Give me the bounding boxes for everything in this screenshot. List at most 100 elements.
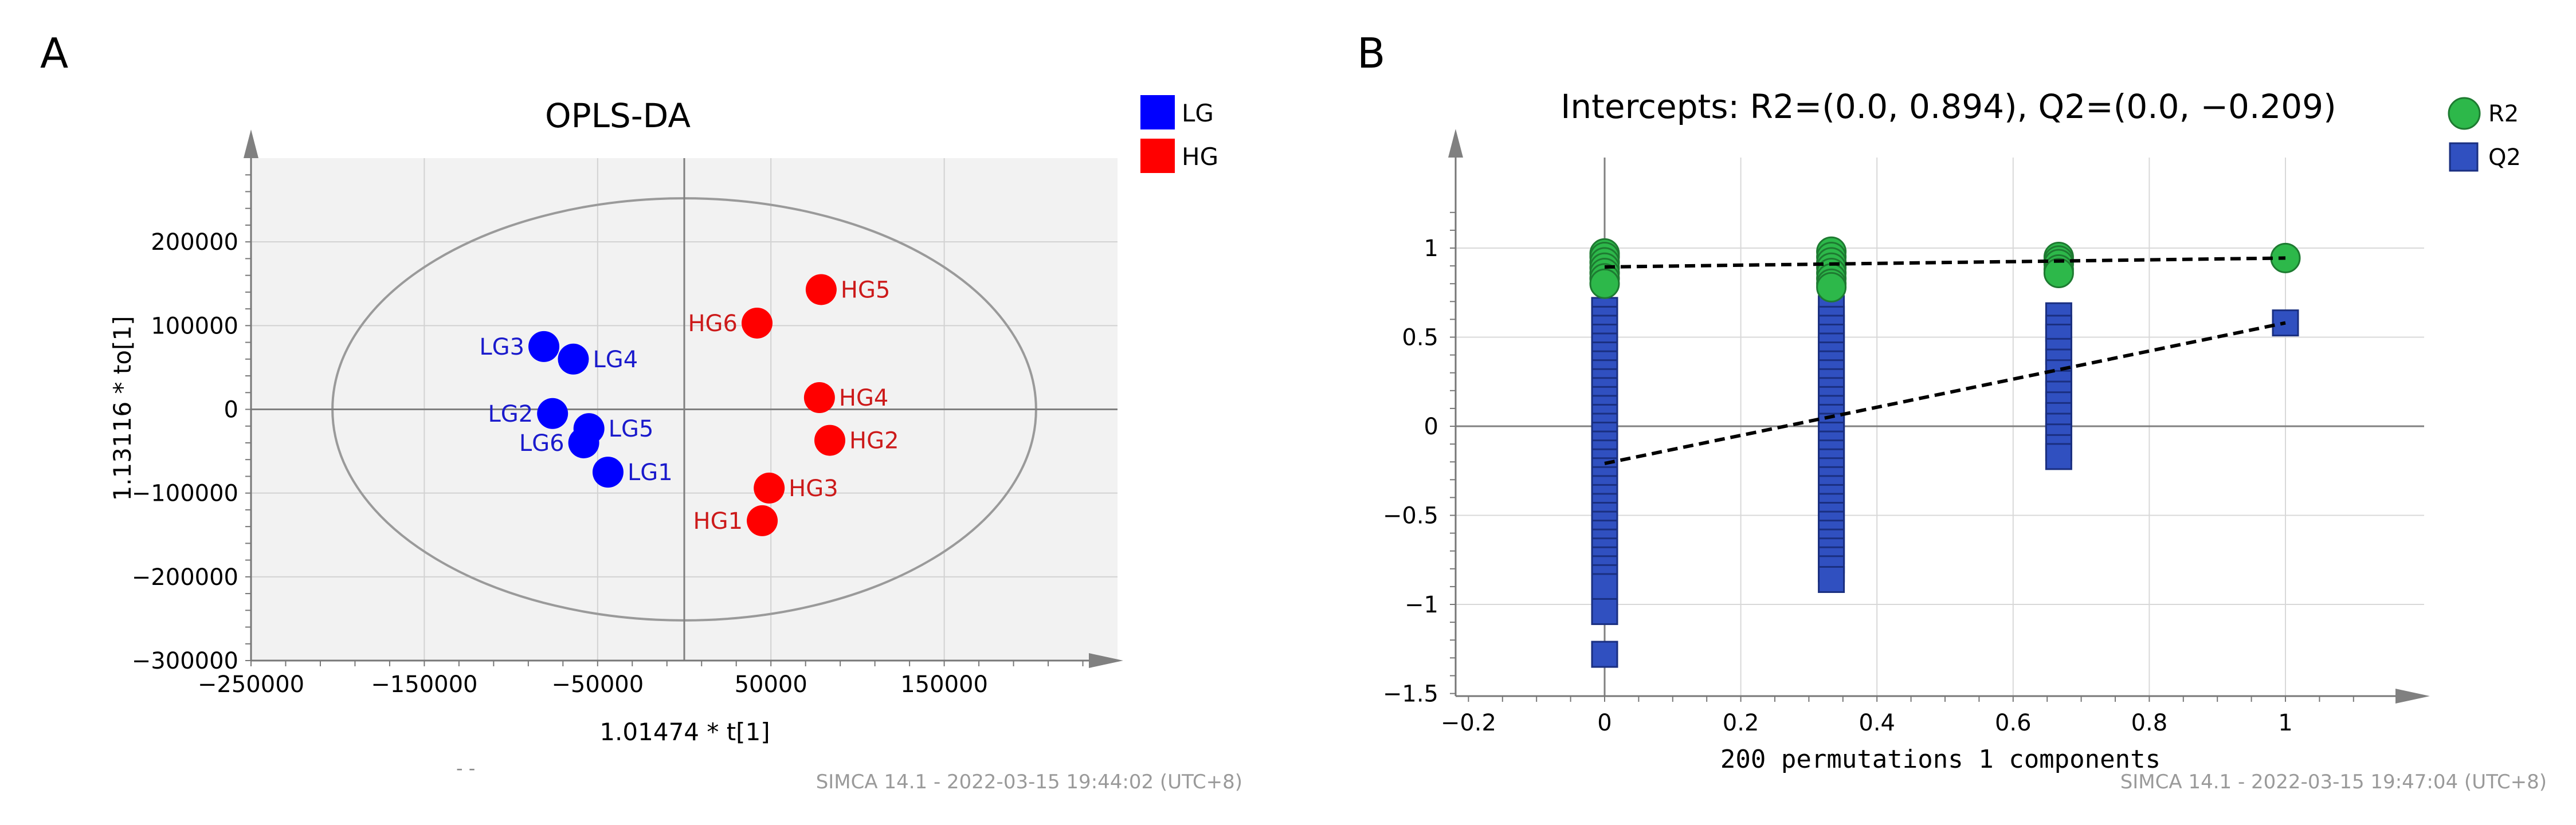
panel-b-letter: B: [1357, 29, 1385, 77]
legend-label-q2: Q2: [2488, 144, 2521, 171]
panel-a-minor-ticks: [245, 174, 1084, 666]
x-tick-label: 1: [2278, 710, 2292, 736]
y-axis-arrow: [1448, 129, 1463, 158]
point-lg2: [537, 398, 568, 429]
y-tick-label: −100000: [132, 481, 238, 507]
q2-point: [1591, 641, 1618, 668]
point-label-hg3: HG3: [789, 476, 838, 502]
point-hg6: [742, 307, 773, 339]
y-tick-label: −300000: [132, 648, 238, 674]
legend-marker-q2: [2449, 142, 2479, 172]
y-tick-label: −1.5: [1383, 681, 1438, 708]
x-tick-label: 50000: [735, 671, 807, 698]
panel-b-regression-lines: [1604, 256, 2286, 465]
r2-point: [1816, 272, 1847, 302]
x-tick-label: −250000: [198, 671, 304, 698]
point-label-lg1: LG1: [628, 459, 673, 486]
panel-b: B Intercepts: R2=(0.0, 0.894), Q2=(0.0, …: [1357, 29, 2547, 793]
legend-item-q2: Q2: [2449, 142, 2521, 172]
regression-line-q2: [1604, 321, 2286, 465]
y-tick-label: 100000: [151, 313, 238, 339]
panel-a-letter: A: [40, 29, 68, 77]
r2-point: [2043, 258, 2074, 289]
panel-a-legend: LG HG: [1140, 95, 1218, 173]
q2-point: [1591, 573, 1618, 600]
point-label-lg2: LG2: [488, 401, 533, 427]
point-hg3: [754, 472, 785, 504]
point-label-hg6: HG6: [688, 311, 738, 337]
regression-line-r2: [1604, 256, 2286, 269]
panel-b-y-tick-labels: 1 0.5 0 −0.5 −1 −1.5: [1383, 235, 1438, 708]
y-tick-label: −0.5: [1383, 503, 1438, 529]
panel-b-footer: SIMCA 14.1 - 2022-03-15 19:47:04 (UTC+8): [2120, 771, 2547, 793]
legend-label-hg: HG: [1182, 143, 1218, 171]
point-label-lg3: LG3: [479, 334, 524, 360]
x-tick-label: 0.4: [1859, 710, 1895, 736]
x-tick-label: 0.2: [1723, 710, 1759, 736]
panel-a-x-tick-labels: −250000 −150000 −50000 50000 150000: [198, 671, 988, 698]
panel-a-zero-lines: [251, 158, 1118, 661]
q2-point: [1591, 598, 1618, 625]
point-hg1: [747, 505, 778, 536]
y-tick-label: 0: [224, 397, 238, 423]
r2-point: [1589, 268, 1620, 299]
x-tick-label: 0: [1597, 710, 1612, 736]
point-label-hg1: HG1: [693, 508, 743, 535]
panel-a-stray-marks: - -: [456, 757, 475, 779]
point-hg5: [805, 274, 837, 305]
x-tick-label: 0.6: [1995, 710, 2032, 736]
point-lg1: [592, 457, 624, 488]
x-axis-arrow: [1089, 653, 1123, 668]
legend-item-hg: HG: [1140, 139, 1218, 173]
legend-swatch-lg: [1140, 95, 1175, 129]
x-tick-label: −50000: [551, 671, 644, 698]
y-tick-label: 0.5: [1402, 325, 1438, 351]
y-tick-label: −200000: [132, 564, 238, 591]
x-tick-label: 150000: [900, 671, 988, 698]
point-label-hg2: HG2: [849, 428, 899, 454]
point-lg6: [568, 427, 599, 458]
y-tick-label: 1: [1424, 235, 1438, 262]
y-tick-label: 0: [1424, 414, 1438, 440]
panel-a-footer: SIMCA 14.1 - 2022-03-15 19:44:02 (UTC+8): [816, 771, 1242, 793]
panel-b-x-axis-label: 200 permutations 1 components: [1720, 745, 2161, 774]
point-hg4: [803, 382, 835, 414]
point-label-lg4: LG4: [593, 347, 638, 373]
point-label-hg4: HG4: [839, 385, 889, 411]
panel-a-y-axis-label: 1.13116 * to[1]: [108, 316, 136, 501]
panel-b-x-tick-labels: −0.2 0 0.2 0.4 0.6 0.8 1: [1441, 710, 2293, 736]
legend-item-r2: R2: [2448, 97, 2519, 130]
point-label-lg5: LG5: [609, 416, 654, 442]
legend-swatch-hg: [1140, 139, 1175, 173]
point-lg3: [528, 331, 560, 362]
legend-label-lg: LG: [1182, 99, 1214, 127]
q2-point: [1818, 565, 1845, 593]
point-hg2: [814, 425, 846, 456]
panel-b-title: Intercepts: R2=(0.0, 0.894), Q2=(0.0, −0…: [1561, 87, 2336, 126]
y-tick-label: 200000: [151, 229, 238, 256]
legend-label-r2: R2: [2488, 101, 2519, 127]
panel-b-legend: R2 Q2: [2448, 97, 2521, 172]
panel-b-points: [1589, 236, 2301, 668]
panel-a-axes: [244, 129, 1123, 668]
panel-a-y-tick-labels: 200000 100000 0 −100000 −200000 −300000: [132, 229, 238, 674]
x-tick-label: −0.2: [1441, 710, 1496, 736]
panel-b-minor-ticks: [1450, 211, 2354, 702]
panel-b-axes: [1448, 129, 2430, 704]
legend-item-lg: LG: [1140, 95, 1214, 129]
panel-a-points: LG3 LG4 LG2 LG5 LG6 LG1 HG5 HG6 HG4 HG2 HG3 HG1: [479, 274, 899, 536]
y-tick-label: −1: [1405, 592, 1438, 618]
x-tick-label: −150000: [371, 671, 477, 698]
x-tick-label: 0.8: [2131, 710, 2168, 736]
point-label-hg5: HG5: [841, 277, 891, 303]
panel-a: A OPLS-DA −250000 −150000 −50000 50000 15000…: [40, 29, 1242, 793]
panel-a-x-axis-label: 1.01474 * t[1]: [599, 718, 770, 746]
panel-a-title: OPLS-DA: [545, 96, 691, 135]
legend-marker-r2: [2448, 97, 2481, 130]
x-axis-arrow: [2395, 689, 2430, 704]
y-axis-arrow: [244, 129, 258, 158]
point-lg4: [558, 343, 589, 375]
point-label-lg6: LG6: [519, 430, 564, 457]
q2-point: [2045, 443, 2072, 470]
